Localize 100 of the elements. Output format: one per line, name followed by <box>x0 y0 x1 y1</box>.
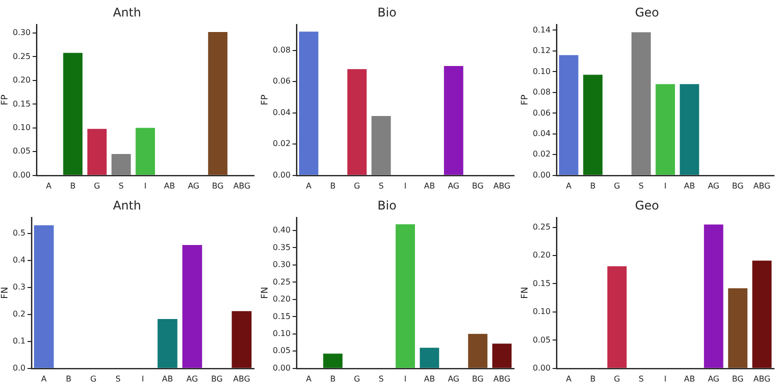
y-tick-label: 0.40 <box>272 226 291 235</box>
x-tick-label: BG <box>472 181 484 190</box>
x-tick-label: BG <box>472 374 484 384</box>
x-tick-label: I <box>142 374 144 384</box>
bar <box>323 354 343 368</box>
x-tick-label: A <box>41 374 48 384</box>
x-tick-label: G <box>354 374 360 384</box>
y-tick-label: 0.05 <box>12 146 31 156</box>
x-tick-label: A <box>566 181 572 190</box>
y-tick-label: 0.02 <box>532 150 551 159</box>
y-tick-label: 0.2 <box>12 309 26 318</box>
x-tick-label: B <box>330 374 336 384</box>
y-tick-label: 0.00 <box>532 363 551 372</box>
x-tick-label: B <box>70 181 76 190</box>
y-axis-title: FP <box>0 94 11 106</box>
x-tick-label: AG <box>448 374 460 384</box>
y-tick-label: 0.08 <box>532 88 551 97</box>
y-tick-label: 0.3 <box>12 282 26 292</box>
y-tick-label: 0.10 <box>12 122 31 132</box>
y-tick-label: 0.1 <box>12 336 26 346</box>
y-tick-label: 0.10 <box>532 66 551 76</box>
y-tick-label: 0.25 <box>272 277 291 286</box>
y-tick-label: 0.15 <box>272 312 291 321</box>
bar <box>631 32 651 175</box>
chart-title: Anth <box>112 198 142 212</box>
x-tick-label: G <box>614 374 620 384</box>
y-tick-label: 0.25 <box>12 52 31 61</box>
bar <box>232 311 252 368</box>
y-tick-label: 0.20 <box>272 294 291 304</box>
x-tick-label: A <box>566 374 572 384</box>
x-tick-label: B <box>590 181 596 190</box>
x-tick-label: G <box>90 374 96 384</box>
chart-title: Geo <box>634 5 660 20</box>
x-tick-label: S <box>638 374 644 384</box>
y-axis-title: FN <box>520 286 531 299</box>
x-tick-label: I <box>144 181 146 190</box>
x-tick-label: ABG <box>493 181 510 190</box>
bar <box>182 244 202 368</box>
y-tick-label: 0.0 <box>12 363 26 372</box>
bar <box>63 52 83 175</box>
y-axis-title: FN <box>0 286 11 299</box>
chart-title: Anth <box>112 5 142 20</box>
bar <box>87 128 107 175</box>
x-tick-label: BG <box>732 374 744 384</box>
y-tick-label: 0.35 <box>272 242 291 252</box>
x-tick-label: AB <box>684 374 695 384</box>
chart-title: Geo <box>634 198 660 212</box>
bar <box>444 66 464 175</box>
x-tick-label: AB <box>424 374 435 384</box>
x-tick-label: I <box>664 181 666 190</box>
x-tick-label: B <box>330 181 336 190</box>
y-tick-label: 0.30 <box>272 260 291 270</box>
x-tick-label: AB <box>684 181 695 190</box>
x-tick-label: A <box>46 181 52 190</box>
x-tick-label: BG <box>732 181 744 190</box>
x-tick-label: AG <box>188 181 200 190</box>
y-tick-label: 0.06 <box>532 108 551 118</box>
x-tick-label: S <box>116 374 121 384</box>
x-tick-label: AG <box>186 374 198 384</box>
x-tick-label: ABG <box>233 374 250 384</box>
x-tick-label: S <box>378 374 384 384</box>
y-tick-label: 0.25 <box>532 222 551 232</box>
y-axis-title: FP <box>520 94 531 106</box>
x-tick-label: B <box>66 374 72 384</box>
y-tick-label: 0.14 <box>532 25 551 34</box>
bar <box>492 344 512 368</box>
y-tick-label: 0.12 <box>532 46 551 56</box>
bar <box>420 348 440 368</box>
x-tick-label: BG <box>212 181 224 190</box>
x-tick-label: ABG <box>753 374 770 384</box>
x-tick-label: I <box>664 374 666 384</box>
bar <box>607 266 627 368</box>
x-tick-label: ABG <box>753 181 770 190</box>
bar <box>752 260 772 368</box>
y-tick-label: 0.05 <box>532 335 551 344</box>
bar <box>208 32 228 175</box>
y-tick-label: 0.02 <box>272 139 291 148</box>
x-tick-label: BG <box>211 374 223 384</box>
x-tick-label: I <box>404 374 406 384</box>
y-tick-label: 0.00 <box>532 170 551 180</box>
bar <box>468 334 488 368</box>
y-tick-label: 0.15 <box>532 278 551 288</box>
y-tick-label: 0.00 <box>272 363 291 372</box>
bar <box>111 154 131 175</box>
bar <box>656 84 675 175</box>
y-tick-label: 0.20 <box>532 250 551 260</box>
x-tick-label: ABG <box>493 374 510 384</box>
bar <box>34 225 54 368</box>
x-tick-label: AG <box>708 374 720 384</box>
bar <box>704 224 724 368</box>
chart-title: Bio <box>378 198 396 212</box>
x-tick-label: S <box>638 181 644 190</box>
bar <box>583 74 603 175</box>
x-tick-label: AB <box>164 181 175 190</box>
bar <box>347 69 367 175</box>
x-tick-label: AB <box>162 374 173 384</box>
x-tick-label: AB <box>424 181 435 190</box>
y-tick-label: 0.10 <box>272 329 291 338</box>
y-tick-label: 0.00 <box>272 170 291 180</box>
x-tick-label: A <box>306 374 312 384</box>
